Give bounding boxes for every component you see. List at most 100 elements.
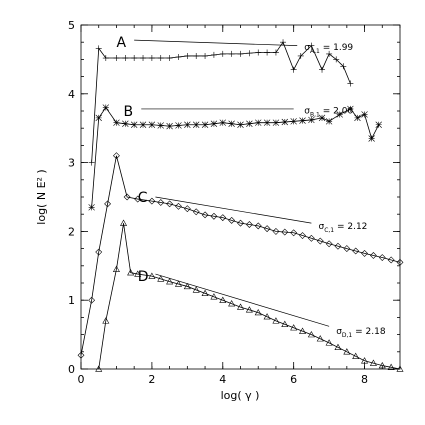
data-point <box>88 204 95 211</box>
data-point <box>88 296 96 304</box>
data-point <box>272 317 280 324</box>
data-point <box>281 320 289 327</box>
data-point <box>123 193 131 201</box>
data-point <box>219 50 226 57</box>
data-point <box>95 248 103 256</box>
data-point <box>139 121 147 128</box>
data-point <box>184 121 191 128</box>
series-group <box>77 39 404 372</box>
data-point <box>245 221 253 228</box>
series-line <box>98 223 401 370</box>
data-point <box>352 247 360 255</box>
data-point <box>254 308 262 316</box>
data-point <box>255 49 262 56</box>
series-letter-label: C <box>138 190 148 206</box>
data-point <box>219 296 227 303</box>
data-point <box>361 357 369 364</box>
data-point <box>369 252 377 259</box>
data-point <box>308 42 315 49</box>
data-point <box>113 152 120 160</box>
x-tick-label: 8 <box>361 373 368 386</box>
data-point <box>210 293 218 300</box>
data-point <box>246 50 253 57</box>
data-point <box>272 119 280 126</box>
data-point <box>340 63 347 70</box>
annotation-D: DσD,1 = 2.18 <box>138 269 386 339</box>
data-point <box>246 120 253 127</box>
data-point <box>201 289 209 297</box>
axis-ticks <box>80 24 401 370</box>
data-point <box>183 205 191 213</box>
data-point <box>316 237 324 245</box>
data-point <box>237 121 244 128</box>
data-point <box>104 200 112 208</box>
series-letter-label: B <box>124 104 134 120</box>
data-point <box>140 55 147 62</box>
data-point <box>219 119 226 126</box>
fit-line <box>155 273 330 327</box>
data-point <box>319 66 326 73</box>
data-point <box>318 114 326 122</box>
sigma-label: σB,1 = 2.00 <box>304 106 353 118</box>
y-tick-label: 4 <box>68 88 75 101</box>
data-point <box>325 339 333 346</box>
data-point <box>325 240 333 248</box>
data-point <box>308 116 315 124</box>
data-point <box>290 229 298 237</box>
data-point <box>77 351 85 359</box>
data-point <box>272 49 279 56</box>
data-point <box>210 212 218 220</box>
data-point <box>343 245 351 253</box>
data-point <box>307 330 315 338</box>
data-point <box>127 269 135 276</box>
data-point <box>347 105 354 113</box>
data-point <box>237 50 244 57</box>
fit-line <box>134 39 298 46</box>
data-point <box>236 303 245 310</box>
x-tick-label: 6 <box>290 373 297 386</box>
data-point <box>396 258 404 266</box>
data-point <box>148 121 156 128</box>
data-point <box>361 249 368 257</box>
series-A <box>88 39 354 166</box>
data-point <box>343 348 351 355</box>
data-point <box>354 114 361 122</box>
data-point <box>219 214 227 222</box>
data-point <box>122 55 129 62</box>
data-point <box>326 50 333 57</box>
series-letter-label: D <box>138 269 149 285</box>
data-point <box>290 324 298 331</box>
data-point <box>166 122 173 130</box>
data-point <box>263 119 271 126</box>
data-point <box>175 202 182 210</box>
data-point <box>134 195 142 203</box>
data-point <box>201 211 209 219</box>
x-axis-label: log( γ ) <box>221 389 260 402</box>
data-point <box>192 121 200 128</box>
data-point <box>174 280 182 287</box>
sigma-label: σD,1 = 2.18 <box>336 327 386 339</box>
data-point <box>245 306 253 313</box>
y-tick-label: 0 <box>68 363 75 376</box>
data-point <box>396 365 404 372</box>
data-point <box>202 52 209 59</box>
sigma-label: σC,1 = 2.12 <box>318 222 367 234</box>
data-point <box>88 159 95 166</box>
x-tick-label: 0 <box>78 373 85 386</box>
data-point <box>228 120 235 127</box>
series-line <box>91 41 351 163</box>
data-point <box>134 270 142 277</box>
data-point <box>175 122 182 129</box>
y-tick-label: 1 <box>68 294 75 307</box>
series-B <box>88 104 382 211</box>
data-point <box>102 317 110 324</box>
data-point <box>183 282 191 290</box>
data-point <box>387 256 395 264</box>
data-point <box>157 275 165 282</box>
y-tick-label: 2 <box>68 225 75 238</box>
series-letter-label: A <box>116 35 126 51</box>
series-line <box>80 155 401 356</box>
data-point <box>95 45 102 52</box>
